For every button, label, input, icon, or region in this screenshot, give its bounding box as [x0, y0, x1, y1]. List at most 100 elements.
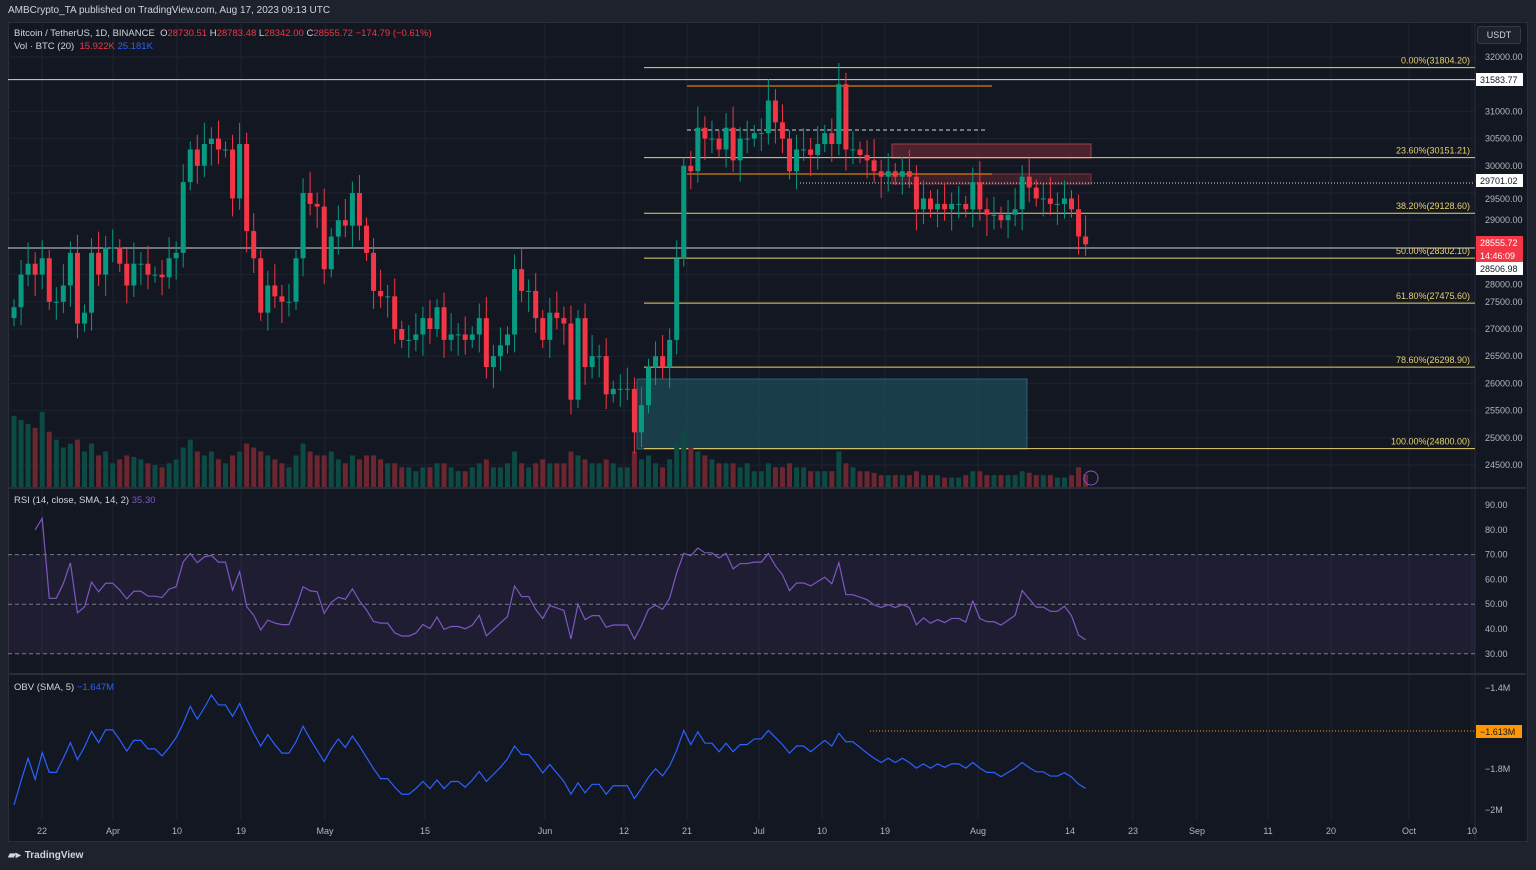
volume-bar — [984, 475, 990, 487]
candle — [208, 138, 214, 145]
volume-bar — [349, 455, 355, 487]
candle — [653, 356, 659, 368]
volume-bar — [801, 467, 807, 487]
candle — [448, 334, 454, 340]
volume-bar — [237, 451, 243, 487]
candle — [547, 312, 553, 340]
candle — [695, 127, 701, 172]
volume-bar — [60, 447, 66, 487]
obv-label[interactable]: OBV (SMA, 5) — [14, 682, 75, 693]
candle — [794, 149, 800, 172]
symbol-name[interactable]: Bitcoin / TetherUS, 1D, BINANCE — [14, 28, 155, 39]
volume-bar — [723, 463, 729, 487]
candle — [413, 334, 419, 340]
countdown-label: 14:46:09 — [1480, 251, 1515, 261]
volume-bar — [223, 463, 228, 487]
candle — [39, 258, 45, 275]
candle — [963, 203, 969, 210]
volume-bar — [201, 455, 207, 487]
volume-bar — [103, 451, 109, 487]
volume-bar — [857, 471, 863, 487]
volume-bar — [547, 463, 553, 487]
time-tick: 21 — [682, 826, 692, 836]
volume-bar — [991, 475, 997, 487]
volume-bar — [540, 459, 546, 487]
volume-bar — [1054, 477, 1060, 487]
candle — [251, 231, 257, 259]
volume-bar — [533, 463, 539, 487]
volume-bar — [1005, 475, 1011, 487]
candle — [878, 171, 884, 177]
volume-bar — [166, 463, 172, 487]
volume-bar — [1033, 475, 1039, 487]
logo-icon: ▰▸ — [8, 850, 21, 861]
volume-bar — [519, 463, 525, 487]
volume-bar — [173, 459, 179, 487]
price-tick: 29000.00 — [1485, 215, 1523, 225]
rsi-value: 35.30 — [131, 495, 156, 506]
candle — [624, 388, 630, 390]
rsi-tick: 30.00 — [1485, 649, 1508, 659]
candle — [709, 138, 715, 140]
candle — [342, 220, 348, 226]
volume-bar — [737, 467, 743, 487]
volume-bar — [892, 475, 898, 487]
volume-bar — [794, 467, 800, 487]
volume-bar — [758, 471, 764, 487]
close-label: C — [306, 28, 314, 39]
time-tick: 15 — [420, 826, 430, 836]
candle — [956, 203, 962, 205]
candle — [512, 269, 518, 335]
volume-bar — [561, 463, 567, 487]
volume-bar — [970, 471, 976, 487]
obv-tick: −2M — [1485, 805, 1503, 815]
volume-bar — [455, 471, 461, 487]
volume-bar — [448, 467, 454, 487]
candle — [1012, 209, 1018, 215]
obv-line — [13, 693, 1086, 806]
candle — [1061, 198, 1067, 204]
candle — [1033, 187, 1039, 199]
volume-bar — [314, 455, 320, 487]
volume-label[interactable]: Vol · BTC (20) — [14, 41, 75, 52]
volume-bar — [596, 463, 602, 487]
level-label-28506-bg — [1476, 262, 1523, 275]
candle — [272, 285, 278, 297]
candle — [110, 247, 116, 249]
level-label-31583-bg — [1476, 73, 1523, 86]
volume-bar — [956, 477, 962, 487]
candle — [1083, 236, 1089, 245]
candle — [568, 323, 574, 400]
candle — [787, 138, 792, 172]
currency-button[interactable]: USDT — [1477, 26, 1521, 44]
price-tick: 30500.00 — [1485, 134, 1523, 144]
volume-bar — [512, 451, 518, 487]
rsi-tick: 80.00 — [1485, 525, 1508, 535]
volume-bar — [230, 455, 236, 487]
candle — [610, 388, 616, 395]
candle — [772, 100, 778, 123]
volume-bar — [695, 451, 701, 487]
volume-bar — [46, 431, 52, 487]
rsi-label[interactable]: RSI (14, close, SMA, 14, 2) — [14, 495, 130, 506]
candle — [638, 405, 644, 433]
candle — [356, 193, 362, 226]
volume-bar — [483, 459, 489, 487]
volume-bar — [1061, 477, 1067, 487]
candle — [850, 149, 856, 151]
candle — [674, 258, 680, 340]
candle — [526, 290, 532, 292]
volume-bar — [342, 463, 348, 487]
volume-bar — [935, 475, 941, 487]
volume-bar — [293, 455, 299, 487]
volume-bar — [653, 463, 659, 487]
candle — [490, 356, 496, 368]
obv-marker-bg — [1476, 725, 1522, 738]
volume-bar — [787, 463, 792, 487]
candle — [201, 144, 207, 166]
time-tick: Jun — [538, 826, 553, 836]
volume-bar — [505, 463, 510, 487]
volume-bar — [681, 431, 687, 487]
level-label-28506: 28506.98 — [1480, 264, 1518, 274]
